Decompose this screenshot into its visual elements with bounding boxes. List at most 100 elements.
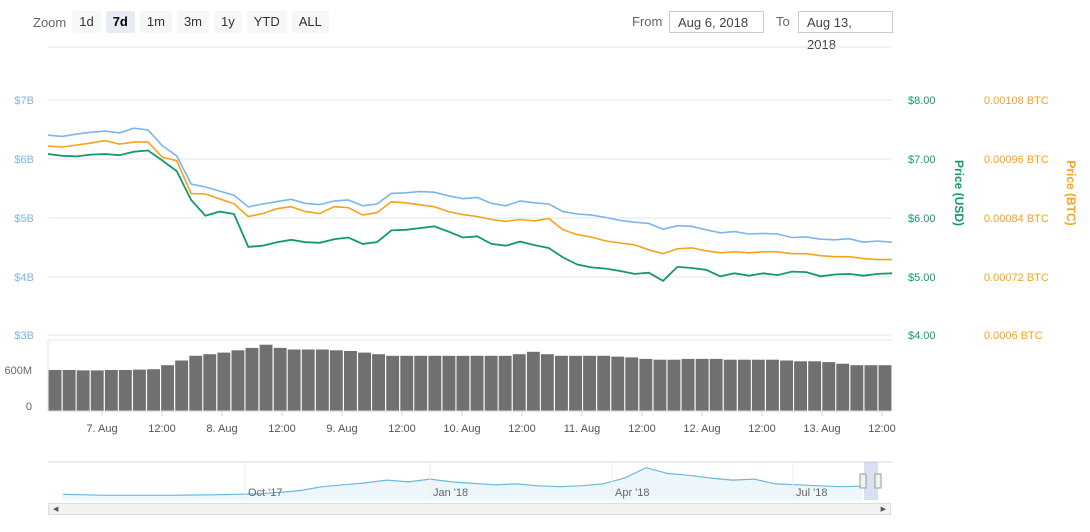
volume-bar	[639, 358, 653, 411]
navigator-handle-right[interactable]	[874, 473, 882, 489]
volume-bar	[245, 347, 259, 411]
market-cap-tick-label: $5B	[14, 213, 34, 225]
x-tick-label: 7. Aug	[86, 423, 117, 435]
btc-tick-label: 0.00072 BTC	[984, 272, 1049, 284]
volume-tick-label: 0	[26, 401, 32, 413]
navigator-area	[63, 467, 862, 500]
volume-bar	[273, 347, 287, 411]
volume-bar	[48, 370, 62, 411]
volume-bar	[428, 355, 442, 411]
volume-bar	[555, 355, 568, 411]
volume-bar	[259, 344, 273, 411]
zoom-label: Zoom	[33, 14, 67, 30]
x-tick-label: 11. Aug	[564, 423, 601, 435]
volume-bar	[625, 357, 639, 411]
volume-bar	[540, 354, 554, 411]
volume-bar	[118, 370, 132, 411]
x-tick-label: 10. Aug	[443, 423, 480, 435]
volume-bar	[583, 355, 596, 411]
volume-bar	[133, 369, 146, 411]
volume-bar	[62, 370, 76, 411]
x-tick-label: 8. Aug	[206, 423, 237, 435]
volume-bar	[203, 354, 217, 411]
zoom-button-1m[interactable]: 1m	[139, 11, 172, 33]
x-tick-label: 12:00	[388, 423, 416, 435]
btc-tick-label: 0.00084 BTC	[984, 213, 1049, 225]
x-tick-label: 12:00	[508, 423, 536, 435]
usd-tick-label: $4.00	[908, 330, 936, 342]
price-btc-series-line	[47, 139, 892, 261]
zoom-button-all[interactable]: ALL	[291, 11, 329, 33]
x-tick-label: 12:00	[628, 423, 656, 435]
btc-axis-title: Price (BTC)	[1064, 160, 1078, 225]
volume-bar	[301, 349, 315, 411]
usd-tick-label: $7.00	[908, 154, 936, 166]
volume-bar	[864, 365, 878, 411]
volume-bar	[104, 370, 118, 411]
market-cap-tick-label: $7B	[14, 95, 34, 107]
volume-bar	[526, 351, 540, 411]
scroll-left-icon[interactable]: ◀	[53, 506, 59, 513]
volume-bar	[329, 350, 343, 411]
volume-tick-label: 600M	[4, 365, 32, 377]
zoom-button-7d[interactable]: 7d	[105, 11, 135, 33]
volume-bar	[808, 361, 822, 411]
x-tick-label: 12:00	[268, 423, 296, 435]
volume-bar	[456, 355, 470, 411]
zoom-button-1d[interactable]: 1d	[72, 11, 101, 33]
volume-bar	[90, 370, 104, 411]
volume-bar	[737, 359, 751, 411]
volume-bar	[667, 359, 681, 411]
volume-bar	[681, 358, 695, 411]
volume-bar	[597, 355, 611, 411]
navigator-series-line	[62, 467, 863, 496]
volume-bar	[315, 349, 329, 411]
navigator-selection[interactable]	[864, 462, 878, 500]
volume-bar	[386, 355, 400, 411]
volume-bar	[470, 355, 484, 411]
volume-bar	[372, 354, 385, 411]
volume-bar	[850, 365, 864, 411]
btc-tick-label: 0.00108 BTC	[984, 95, 1049, 107]
volume-bar	[231, 350, 245, 411]
volume-bar	[161, 365, 174, 411]
volume-bar	[878, 365, 892, 411]
market-cap-tick-label: $3B	[14, 330, 34, 342]
volume-bar	[147, 369, 160, 411]
x-tick-label: 9. Aug	[326, 423, 357, 435]
market-cap-series-line	[47, 127, 893, 244]
btc-tick-label: 0.00096 BTC	[984, 154, 1049, 166]
volume-bar	[358, 352, 371, 411]
x-tick-label: 12:00	[748, 423, 776, 435]
x-tick-label: 12:00	[148, 423, 176, 435]
volume-bar	[822, 362, 836, 411]
navigator-handle-left[interactable]	[859, 473, 867, 489]
zoom-button-1y[interactable]: 1y	[214, 11, 242, 33]
volume-bar	[611, 356, 625, 411]
volume-bar	[695, 358, 709, 411]
volume-bar	[76, 370, 90, 411]
zoom-button-ytd[interactable]: YTD	[246, 11, 287, 33]
volume-bar	[723, 359, 737, 411]
volume-bar	[794, 361, 807, 411]
volume-bar	[709, 358, 723, 411]
volume-bar	[780, 360, 793, 411]
navigator-scrollbar[interactable]: ◀ ▶	[48, 503, 891, 515]
scroll-right-icon[interactable]: ▶	[880, 506, 886, 513]
x-tick-label: 13. Aug	[803, 423, 840, 435]
zoom-button-3m[interactable]: 3m	[176, 11, 209, 33]
volume-bar	[751, 359, 765, 411]
navigator-tick-label: Oct '17	[248, 487, 283, 499]
volume-bar	[569, 355, 582, 411]
navigator-tick-label: Apr '18	[615, 487, 650, 499]
volume-bar	[766, 359, 779, 411]
volume-bar	[442, 355, 456, 411]
price-usd-series-line	[47, 149, 893, 283]
to-date-input[interactable]: Aug 13, 2018	[798, 11, 893, 52]
from-date-input[interactable]: Aug 6, 2018	[669, 11, 764, 33]
volume-bar	[287, 349, 301, 411]
x-tick-label: 12. Aug	[683, 423, 720, 435]
usd-tick-label: $8.00	[908, 95, 936, 107]
usd-axis-title: Price (USD)	[952, 160, 966, 226]
